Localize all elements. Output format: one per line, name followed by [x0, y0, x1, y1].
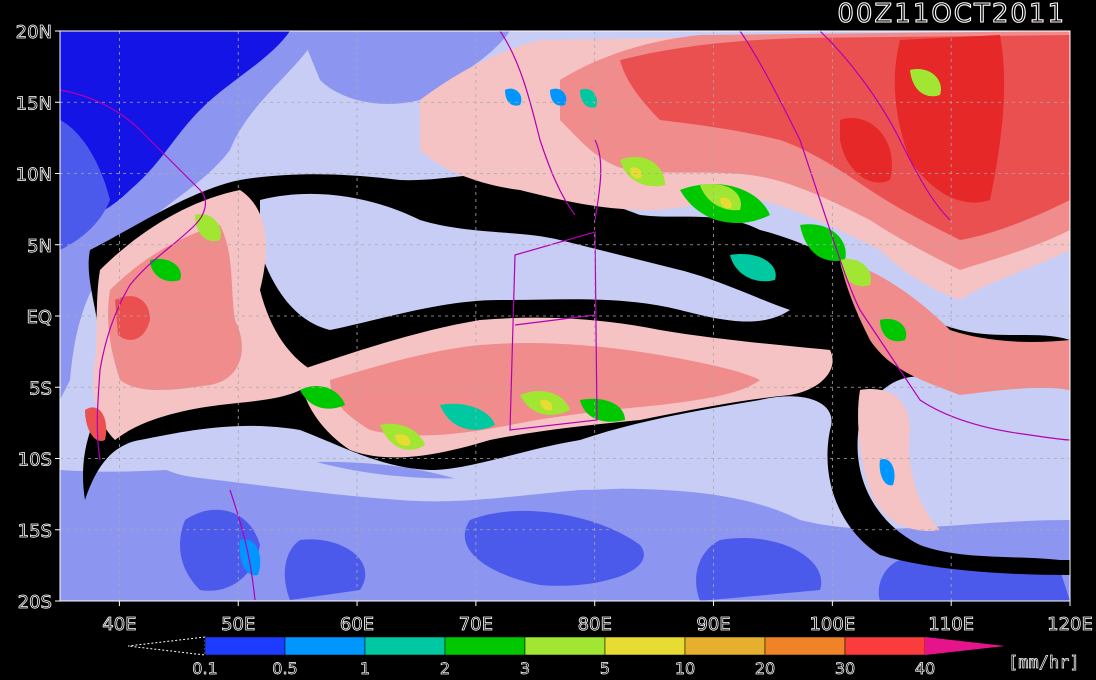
western-red-core — [108, 225, 242, 390]
colorbar-tick-label: 0.1 — [192, 659, 217, 678]
colorbar-unit-label: [mm/hr] — [1008, 653, 1080, 673]
latitude-label: 15S — [18, 521, 52, 542]
colorbar-tick-label: 1 — [360, 659, 370, 678]
longitude-label: 50E — [221, 614, 255, 635]
colorbar-swatch — [284, 636, 366, 656]
colorbar-swatch — [684, 636, 766, 656]
sumatra-red-region — [840, 260, 1070, 395]
south-east-red-tongue — [858, 389, 940, 531]
latitude-label: 15N — [16, 93, 52, 114]
colorbar-swatch — [604, 636, 686, 656]
north-red-deepest — [840, 35, 1005, 203]
latitude-labels: 20N 15N 10N 5N EQ 5S 10S 15S 20S — [15, 22, 60, 613]
arabian-deep-blue — [60, 31, 290, 240]
colorbar-swatch — [204, 636, 286, 656]
colorbar-swatch — [364, 636, 446, 656]
longitude-labels: 40E 50E 60E 70E 80E 90E 100E 110E 120E — [102, 601, 1093, 635]
equatorial-pale-blue-north — [260, 193, 790, 330]
map-field — [59, 30, 1071, 602]
equatorial-pale-blue-south — [150, 416, 813, 502]
colorbar-over-arrow — [925, 637, 1005, 655]
longitude-label: 100E — [809, 614, 855, 635]
western-dark-red — [85, 296, 150, 441]
colorbar: 0.1 0.5 1 2 3 5 10 20 30 40 [mm/hr] — [127, 636, 1080, 678]
colorbar-tick-label: 20 — [755, 659, 775, 678]
colorbar-tick-label: 0.5 — [272, 659, 297, 678]
latitude-label: 20N — [16, 22, 52, 43]
latitude-label: 10S — [18, 450, 52, 471]
graticule — [60, 31, 1070, 601]
colorbar-swatch — [444, 636, 526, 656]
colorbar-tick-label: 40 — [915, 659, 935, 678]
equatorial-red-core — [330, 343, 760, 436]
southern-deep-blue-patches — [284, 510, 1070, 601]
colorbar-swatch — [764, 636, 846, 656]
longitude-label: 80E — [578, 614, 612, 635]
latitude-label: 5S — [29, 378, 52, 399]
coastlines — [60, 31, 1070, 601]
latitude-label: EQ — [26, 307, 52, 328]
colorbar-tick-label: 3 — [520, 659, 530, 678]
longitude-label: 90E — [696, 614, 730, 635]
longitude-label: 40E — [102, 614, 136, 635]
longitude-label: 60E — [340, 614, 374, 635]
colorbar-tick-label: 2 — [440, 659, 450, 678]
latitude-label: 20S — [18, 592, 52, 613]
latitude-label: 10N — [16, 165, 52, 186]
colorbar-tick-label: 10 — [675, 659, 695, 678]
map-title: 00Z11OCT2011 — [837, 0, 1066, 29]
convection-cells — [150, 69, 941, 576]
latitude-label: 5N — [27, 236, 52, 257]
longitude-label: 120E — [1047, 614, 1093, 635]
north-central-blue — [300, 31, 510, 104]
colorbar-tick-label: 5 — [600, 659, 610, 678]
colorbar-swatch — [844, 636, 926, 656]
colorbar-swatch — [524, 636, 606, 656]
longitude-label: 70E — [459, 614, 493, 635]
red-sea-blue — [60, 120, 110, 250]
longitude-label: 110E — [928, 614, 974, 635]
colorbar-tick-label: 30 — [835, 659, 855, 678]
